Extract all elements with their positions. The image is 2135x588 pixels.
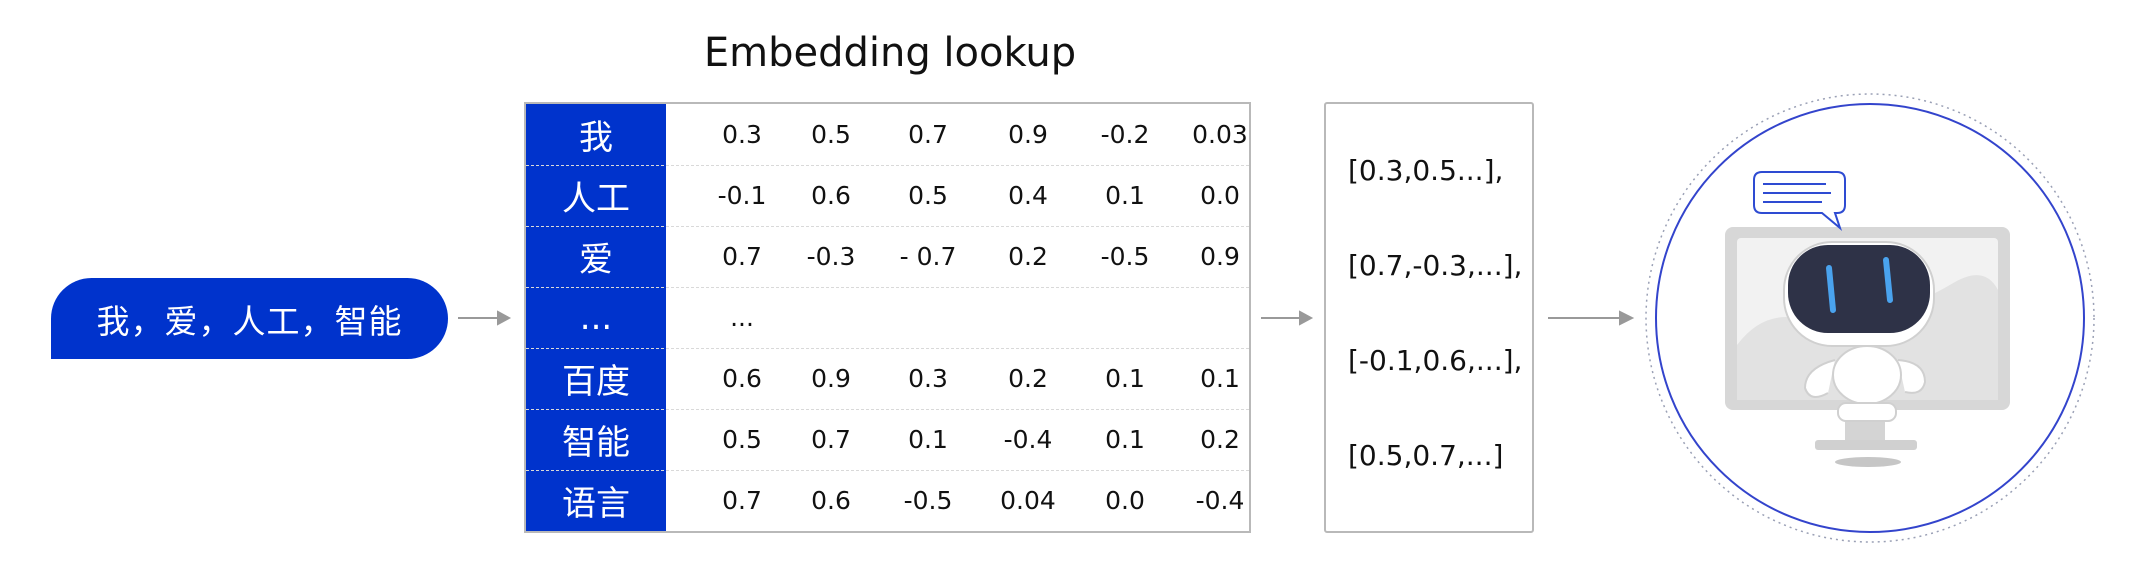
value-cell: 0.1 <box>1075 348 1175 409</box>
table-row: 语言 0.7 0.6 -0.5 0.04 0.0 -0.4 <box>526 470 1249 531</box>
arrowhead-2 <box>1300 312 1311 324</box>
value-cell: 0.7 <box>692 470 792 531</box>
value-cell: 0.7 <box>692 226 792 287</box>
robot-body <box>1805 346 1925 421</box>
value-cell: 0.1 <box>878 409 978 470</box>
value-cell: 0.5 <box>781 104 881 165</box>
table-row: 智能 0.5 0.7 0.1 -0.4 0.1 0.2 <box>526 409 1249 470</box>
value-cell: 0.2 <box>1170 409 1270 470</box>
inner-circle <box>1656 104 2084 532</box>
value-cell: 0.1 <box>1075 165 1175 226</box>
input-token-pill: 我，爱，人工，智能 <box>51 278 448 359</box>
token-cell: 语言 <box>526 470 666 531</box>
value-cell: -0.1 <box>692 165 792 226</box>
value-cell: 0.9 <box>978 104 1078 165</box>
token-cell: 百度 <box>526 348 666 409</box>
table-row: ... ... <box>526 287 1249 348</box>
robot-head <box>1784 242 1934 346</box>
value-cell: 0.5 <box>878 165 978 226</box>
vector-item: [-0.1,0.6,...], <box>1348 344 1522 377</box>
value-cell: 0.6 <box>781 470 881 531</box>
value-cell: ... <box>692 287 792 348</box>
vector-item: [0.3,0.5...], <box>1348 154 1503 187</box>
diagram-title: Embedding lookup <box>600 30 1180 76</box>
vector-item: [0.7,-0.3,...], <box>1348 249 1522 282</box>
table-row: 百度 0.6 0.9 0.3 0.2 0.1 0.1 <box>526 348 1249 409</box>
value-cell: 0.03 <box>1170 104 1270 165</box>
token-cell: 人工 <box>526 165 666 226</box>
value-cell: 0.9 <box>1170 226 1270 287</box>
value-cell: 0.5 <box>692 409 792 470</box>
value-cell: 0.7 <box>878 104 978 165</box>
value-cell: 0.1 <box>1075 409 1175 470</box>
value-cell: 0.6 <box>692 348 792 409</box>
arrowhead-3 <box>1620 312 1632 324</box>
value-cell: 0.9 <box>781 348 881 409</box>
value-cell: - 0.7 <box>878 226 978 287</box>
table-row: 人工 -0.1 0.6 0.5 0.4 0.1 0.0 <box>526 165 1249 226</box>
value-cell: 0.04 <box>978 470 1078 531</box>
table-row: 爱 0.7 -0.3 - 0.7 0.2 -0.5 0.9 <box>526 226 1249 287</box>
chat-bubble-icon <box>1754 172 1845 228</box>
value-cell: -0.4 <box>978 409 1078 470</box>
outer-dotted-circle <box>1646 94 2094 542</box>
value-cell: -0.2 <box>1075 104 1175 165</box>
token-cell: ... <box>526 287 666 348</box>
monitor-icon <box>1725 227 2010 467</box>
embedding-vectors-box: [0.3,0.5...], [0.7,-0.3,...], [-0.1,0.6,… <box>1324 102 1534 533</box>
value-cell: 0.2 <box>978 348 1078 409</box>
value-cell: 0.0 <box>1170 165 1270 226</box>
value-cell: -0.5 <box>878 470 978 531</box>
embedding-table: 我 0.3 0.5 0.7 0.9 -0.2 0.03 人工 -0.1 0.6 … <box>524 102 1251 533</box>
value-cell: 0.2 <box>978 226 1078 287</box>
value-cell: -0.3 <box>781 226 881 287</box>
token-cell: 智能 <box>526 409 666 470</box>
value-cell: 0.7 <box>781 409 881 470</box>
value-cell: 0.4 <box>978 165 1078 226</box>
value-cell: 0.0 <box>1075 470 1175 531</box>
value-cell: 0.3 <box>878 348 978 409</box>
arrowhead-1 <box>498 312 509 324</box>
value-cell: 0.1 <box>1170 348 1270 409</box>
token-cell: 爱 <box>526 226 666 287</box>
vector-item: [0.5,0.7,...] <box>1348 439 1503 472</box>
value-cell: 0.6 <box>781 165 881 226</box>
value-cell: 0.3 <box>692 104 792 165</box>
token-cell: 我 <box>526 104 666 165</box>
table-row: 我 0.3 0.5 0.7 0.9 -0.2 0.03 <box>526 104 1249 165</box>
value-cell: -0.4 <box>1170 470 1270 531</box>
value-cell: -0.5 <box>1075 226 1175 287</box>
